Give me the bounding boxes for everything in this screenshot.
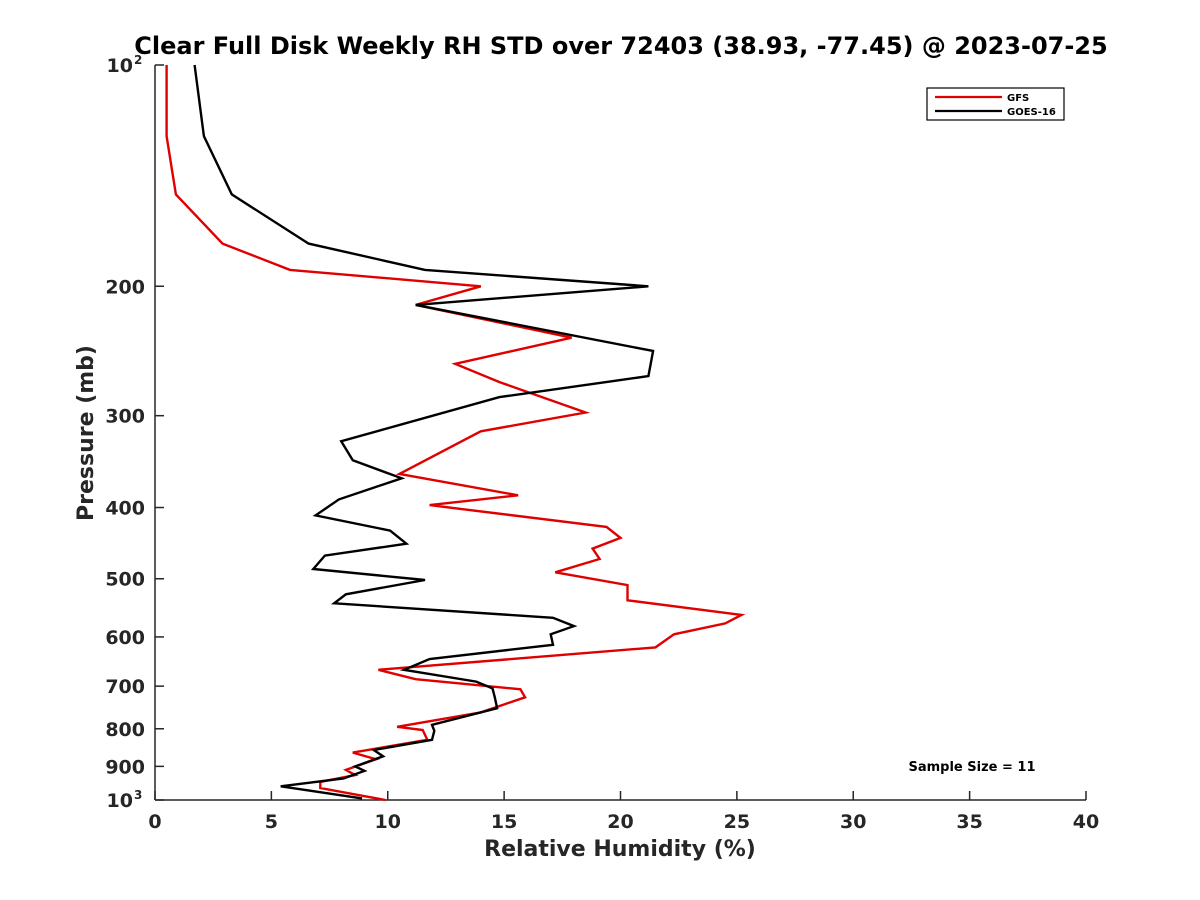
x-tick-label: 25	[724, 811, 750, 833]
y-tick-label: 200	[105, 276, 145, 298]
y-tick-exponent: 2	[134, 53, 142, 67]
x-tick-label: 20	[607, 811, 633, 833]
series-line-goes-16	[193, 64, 655, 800]
sample-size-annotation: Sample Size = 11	[908, 760, 1035, 775]
y-tick-label: 900	[105, 756, 145, 778]
x-tick-label: 0	[148, 811, 161, 833]
y-tick-label: 700	[105, 676, 145, 698]
y-axis-label: Pressure (mb)	[74, 345, 99, 521]
y-tick-label: 600	[105, 627, 145, 649]
x-tick-label: 5	[265, 811, 278, 833]
x-tick-label: 35	[956, 811, 982, 833]
legend-label-gfs: GFS	[1007, 93, 1029, 104]
y-tick-label: 10	[107, 790, 133, 812]
y-tick-label: 500	[105, 569, 145, 591]
legend-label-goes-16: GOES-16	[1007, 107, 1056, 118]
y-tick-label: 10	[107, 55, 133, 77]
series-layer	[165, 64, 746, 802]
legend: GFS GOES-16	[926, 87, 1065, 121]
chart-title: Clear Full Disk Weekly RH STD over 72403…	[134, 32, 1107, 60]
x-tick-label: 10	[375, 811, 401, 833]
x-tick-label: 40	[1073, 811, 1099, 833]
x-tick-label: 30	[840, 811, 866, 833]
y-tick-label: 300	[105, 406, 145, 428]
y-tick-exponent: 3	[134, 788, 142, 802]
x-axis-label: Relative Humidity (%)	[484, 837, 756, 862]
y-tick-label: 800	[105, 719, 145, 741]
x-tick-label: 15	[491, 811, 517, 833]
x-ticks: 0 5 10 15 20 25 30 35 40	[148, 791, 1099, 833]
y-tick-label: 400	[105, 498, 145, 520]
legend-box	[926, 87, 1065, 121]
